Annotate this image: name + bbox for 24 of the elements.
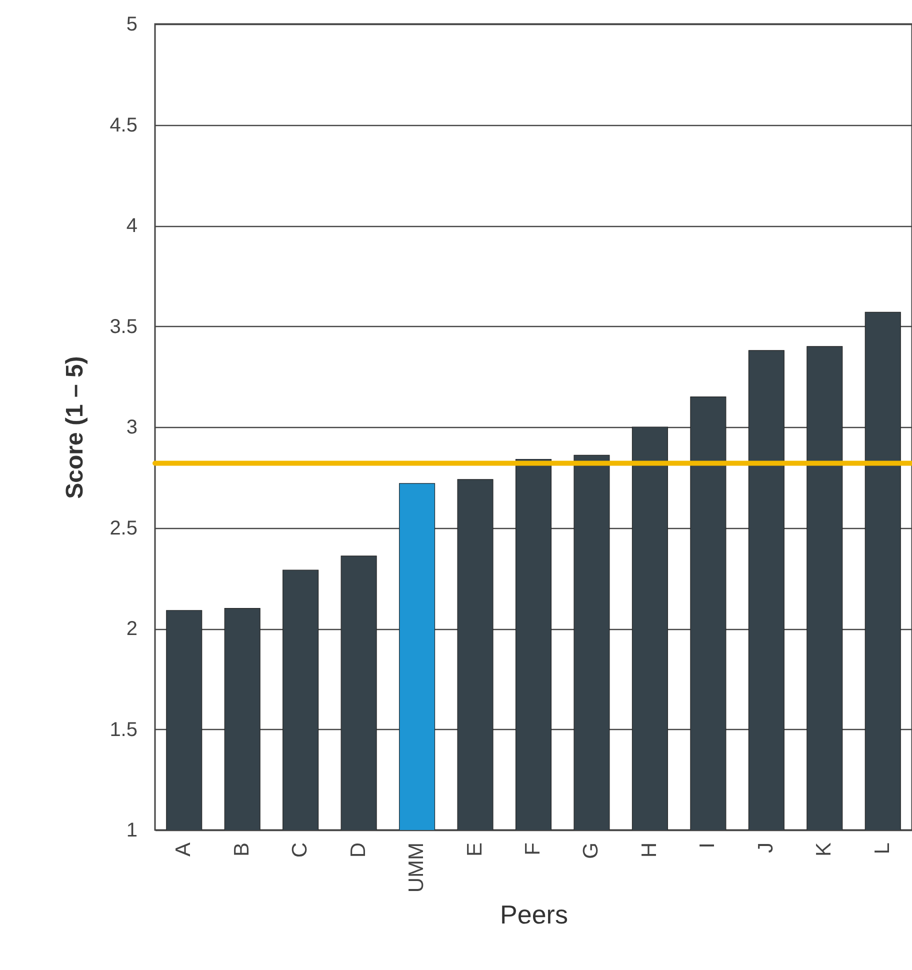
y-tick-label: 1.5: [110, 718, 138, 741]
x-tick-label: J: [754, 842, 778, 853]
x-tick-label: UMM: [405, 842, 428, 893]
x-tick-label: L: [870, 842, 894, 854]
y-tick-label: 1: [126, 820, 138, 842]
x-tick-label: I: [696, 842, 720, 848]
x-tick-label: H: [638, 842, 661, 858]
x-tick-label: C: [288, 842, 312, 858]
x-tick-label: E: [463, 842, 486, 857]
y-tick-label: 3.5: [110, 316, 138, 338]
x-tick-label: D: [346, 842, 370, 858]
y-tick-label: 4.5: [110, 114, 138, 136]
x-tick-label: B: [230, 842, 254, 857]
y-tick-label: 4: [126, 215, 138, 237]
x-tick-label: A: [172, 842, 196, 857]
y-tick-label: 2.5: [110, 517, 138, 540]
y-tick-label: 2: [126, 618, 138, 640]
y-tick-label: 5: [126, 14, 138, 36]
x-tick-label: K: [812, 842, 836, 857]
x-tick-label: F: [522, 842, 544, 856]
y-axis-title: Score (1 – 5): [62, 356, 89, 499]
x-axis-title: Peers: [500, 900, 568, 930]
x-tick-label: G: [580, 842, 603, 859]
y-tick-label: 3: [126, 416, 138, 438]
